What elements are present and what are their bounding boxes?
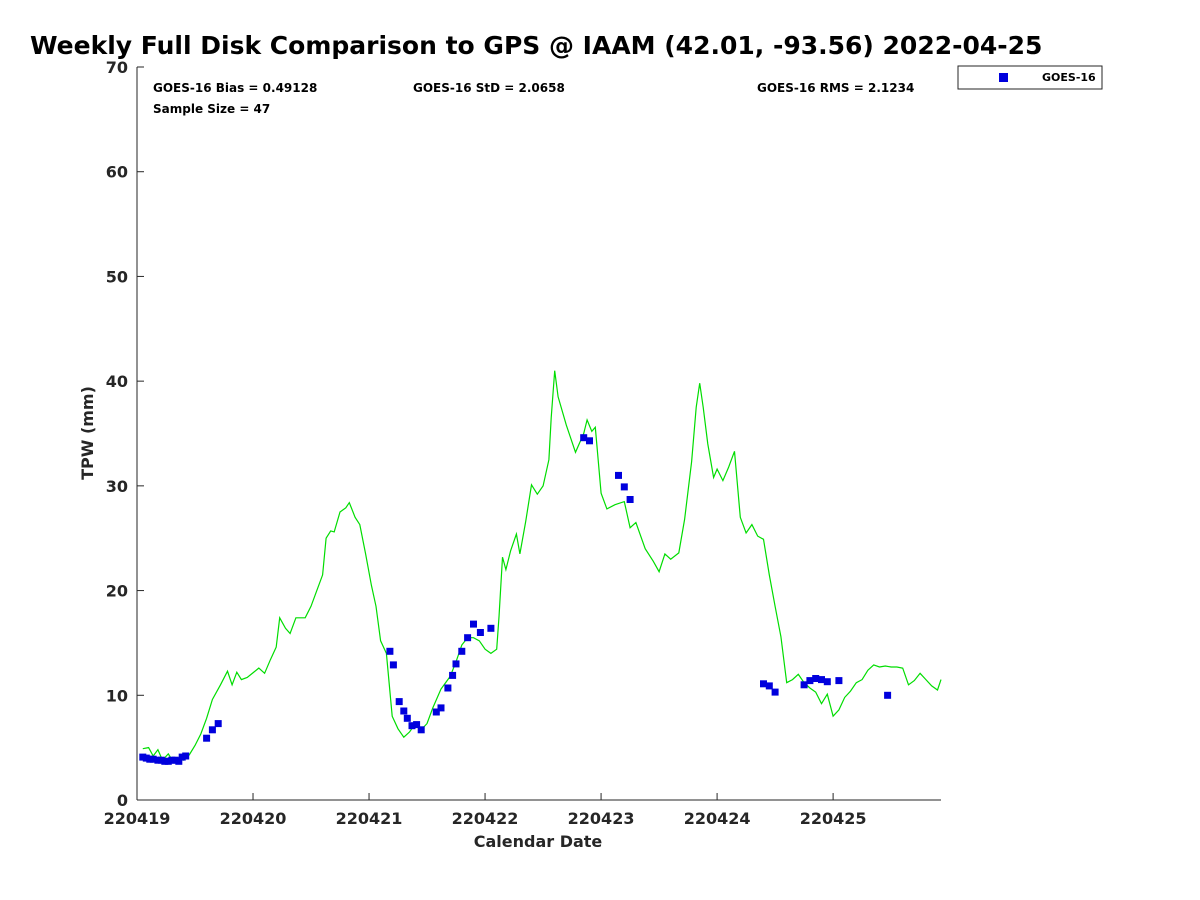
goes16-point — [823, 678, 831, 686]
x-tick-label: 220425 — [800, 809, 867, 828]
goes16-point — [818, 676, 825, 684]
goes16-point — [458, 647, 466, 655]
goes16-point — [214, 720, 222, 728]
x-tick-label: 220419 — [104, 809, 171, 828]
goes16-point — [403, 714, 411, 722]
goes16-point — [812, 675, 820, 682]
goes16-point — [586, 437, 593, 445]
legend: GOES-16 — [957, 65, 1103, 90]
goes16-point — [452, 660, 460, 668]
goes16-point — [449, 671, 457, 679]
legend-label: GOES-16 — [1042, 71, 1096, 84]
y-tick-label: 30 — [106, 477, 128, 496]
plot-area — [136, 67, 941, 801]
legend-marker — [999, 73, 1008, 82]
gps-tpw-line — [142, 370, 942, 763]
y-tick-label: 70 — [106, 58, 128, 77]
goes16-point — [203, 734, 211, 742]
goes16-point — [444, 684, 452, 692]
goes16-point — [400, 707, 408, 715]
y-tick-label: 20 — [106, 582, 128, 601]
x-axis: 220419 220420 220421 220422 220423 220424 2204… — [104, 793, 867, 828]
y-axis-label: TPW (mm) — [78, 386, 97, 480]
goes16-point — [175, 757, 183, 765]
std-stat: GOES-16 StD = 2.0658 — [413, 81, 565, 95]
goes16-point — [626, 496, 634, 503]
x-axis-label: Calendar Date — [474, 832, 603, 851]
goes16-point — [464, 634, 472, 642]
goes16-point — [470, 620, 477, 628]
goes16-point — [884, 691, 892, 699]
x-tick-label: 220423 — [568, 809, 635, 828]
y-tick-label: 10 — [106, 686, 128, 705]
y-tick-label: 60 — [106, 163, 128, 182]
goes16-point — [487, 624, 495, 632]
goes16-point — [615, 471, 622, 479]
goes16-point — [760, 680, 767, 688]
goes16-point — [432, 708, 440, 716]
y-axis: 0 10 20 30 40 50 60 70 — [106, 58, 144, 810]
x-tick-label: 220421 — [336, 809, 403, 828]
goes16-point — [580, 434, 588, 442]
series-layer — [139, 370, 942, 765]
goes16-point — [765, 682, 773, 690]
y-tick-label: 50 — [106, 267, 128, 286]
goes16-point — [149, 755, 157, 763]
goes16-point — [386, 647, 394, 655]
goes16-point — [806, 677, 814, 685]
goes16-point — [389, 661, 397, 669]
chart-title: Weekly Full Disk Comparison to GPS @ IAA… — [30, 31, 1042, 60]
y-tick-label: 0 — [117, 791, 128, 810]
x-tick-label: 220422 — [452, 809, 519, 828]
goes16-point — [476, 629, 484, 636]
goes16-point — [413, 721, 421, 729]
goes16-point — [182, 752, 190, 760]
rms-stat: GOES-16 RMS = 2.1234 — [757, 81, 914, 95]
y-tick-label: 40 — [106, 372, 128, 391]
goes16-point — [800, 681, 808, 689]
x-tick-label: 220424 — [684, 809, 751, 828]
goes16-point — [408, 722, 416, 730]
goes16-point — [771, 688, 779, 696]
goes16-point — [437, 704, 445, 712]
x-tick-label: 220420 — [220, 809, 287, 828]
goes16-point — [835, 677, 843, 685]
goes16-point — [395, 698, 403, 706]
goes16-point — [208, 726, 216, 734]
goes16-point — [620, 483, 628, 491]
sample-size-stat: Sample Size = 47 — [153, 102, 270, 116]
goes16-point — [417, 726, 425, 734]
legend-box — [957, 65, 1103, 90]
bias-stat: GOES-16 Bias = 0.49128 — [153, 81, 317, 95]
